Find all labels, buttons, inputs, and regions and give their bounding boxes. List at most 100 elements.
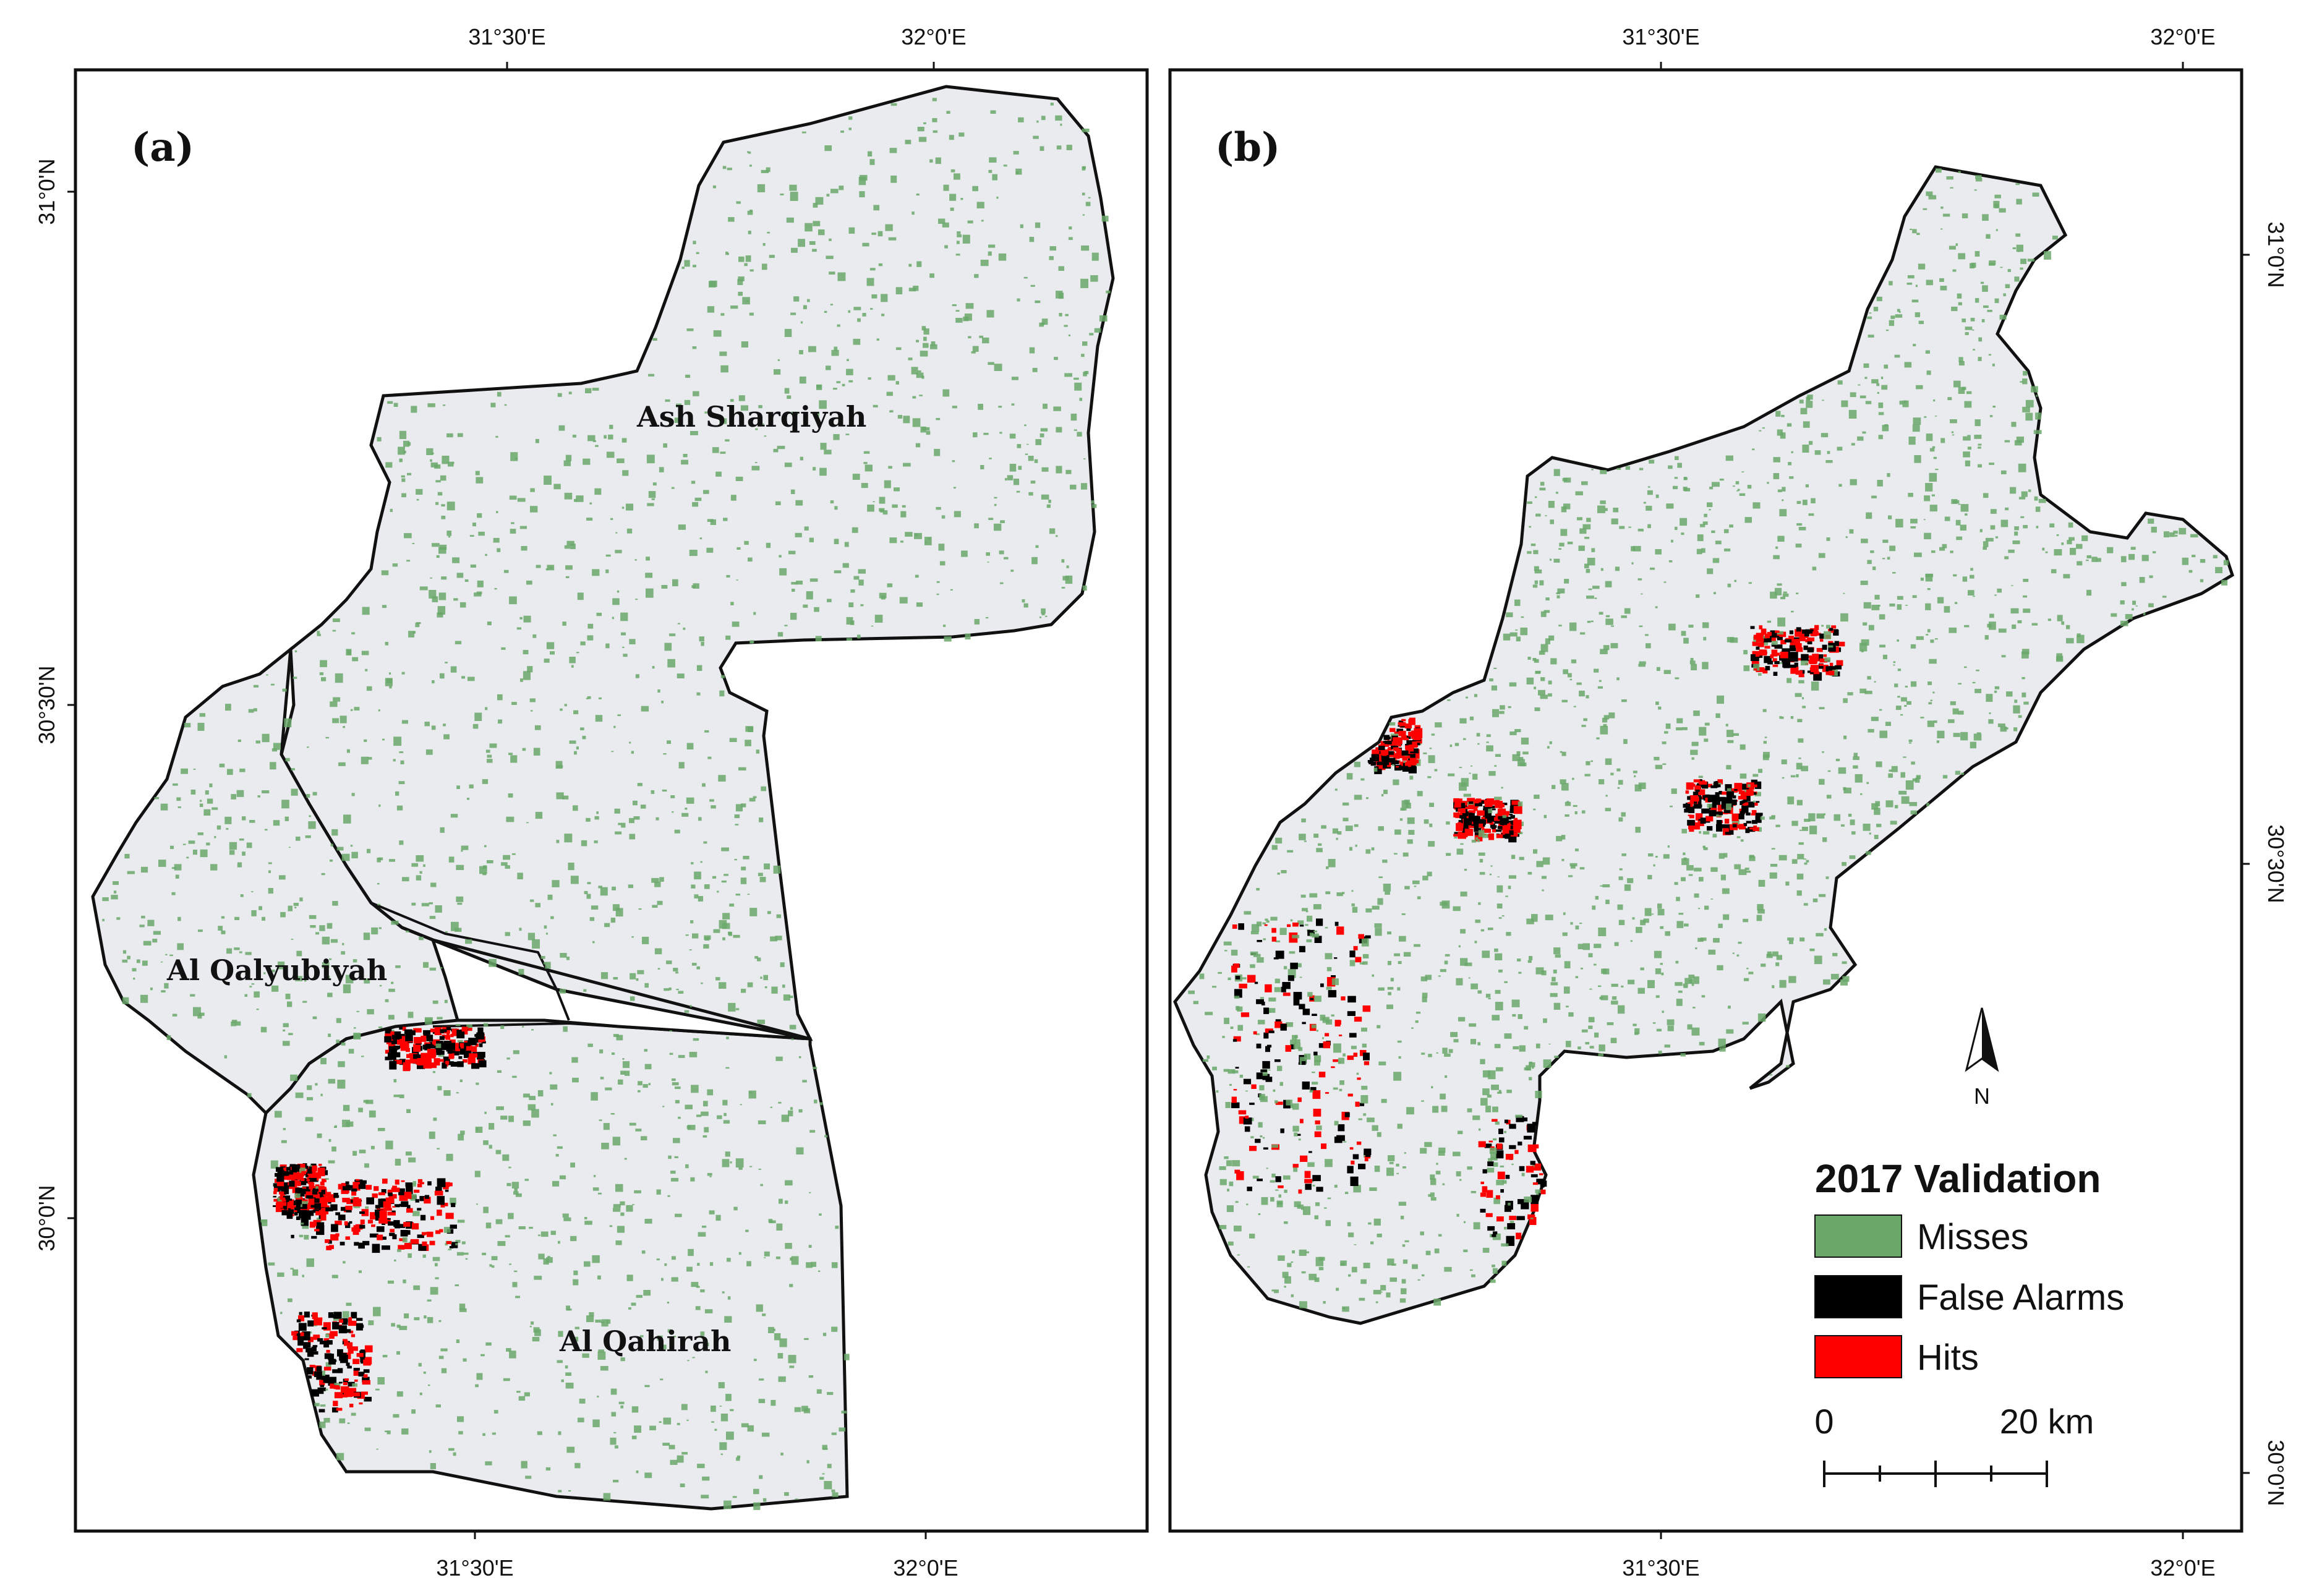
classification-pixel: [2016, 437, 2024, 443]
classification-pixel: [574, 1326, 579, 1329]
classification-pixel: [429, 902, 433, 905]
classification-pixel: [366, 1197, 374, 1205]
classification-pixel: [445, 931, 448, 933]
classification-pixel: [1324, 1207, 1327, 1209]
classification-pixel: [1740, 793, 1746, 796]
classification-pixel: [531, 1029, 534, 1031]
classification-pixel: [335, 673, 343, 683]
classification-pixel: [273, 820, 280, 826]
classification-pixel: [396, 1039, 403, 1045]
classification-pixel: [609, 1225, 613, 1227]
classification-pixel: [681, 1452, 688, 1455]
classification-pixel: [1745, 870, 1751, 873]
classification-pixel: [1702, 521, 1708, 525]
classification-pixel: [961, 550, 968, 557]
classification-pixel: [425, 749, 433, 755]
classification-pixel: [1889, 769, 1892, 772]
classification-pixel: [1291, 1294, 1294, 1297]
classification-pixel: [1634, 775, 1636, 777]
classification-pixel: [753, 1488, 759, 1495]
classification-pixel: [626, 503, 634, 511]
classification-pixel: [1704, 905, 1709, 910]
classification-pixel: [1824, 657, 1831, 662]
classification-pixel: [417, 1179, 423, 1184]
classification-pixel: [2017, 620, 2022, 623]
classification-pixel: [379, 1211, 387, 1219]
classification-pixel: [994, 497, 997, 499]
classification-pixel: [1654, 756, 1660, 761]
classification-pixel: [347, 1422, 350, 1424]
classification-pixel: [1258, 1020, 1265, 1025]
classification-pixel: [1573, 804, 1577, 807]
classification-pixel: [659, 1344, 667, 1349]
classification-pixel: [1488, 808, 1493, 814]
classification-pixel: [631, 1302, 636, 1306]
classification-pixel: [1494, 1044, 1501, 1049]
classification-pixel: [1212, 1066, 1217, 1070]
classification-pixel: [296, 950, 302, 957]
classification-pixel: [378, 927, 382, 929]
classification-pixel: [1926, 803, 1929, 806]
classification-pixel: [501, 862, 508, 866]
classification-pixel: [1819, 658, 1827, 663]
classification-pixel: [549, 566, 553, 569]
classification-pixel: [1486, 741, 1489, 743]
classification-pixel: [2018, 497, 2026, 500]
classification-pixel: [1460, 891, 1467, 897]
classification-pixel: [726, 1036, 729, 1039]
classification-pixel: [199, 1012, 205, 1016]
classification-pixel: [2130, 547, 2136, 550]
classification-pixel: [1388, 747, 1392, 749]
classification-pixel: [1262, 1060, 1270, 1069]
classification-pixel: [756, 749, 760, 754]
classification-pixel: [1280, 1128, 1284, 1133]
classification-pixel: [807, 299, 810, 302]
classification-pixel: [1907, 275, 1915, 279]
classification-pixel: [190, 994, 195, 997]
classification-pixel: [287, 1001, 292, 1007]
classification-pixel: [657, 968, 660, 970]
classification-pixel: [318, 1185, 325, 1193]
classification-pixel: [598, 885, 603, 889]
classification-pixel: [378, 1128, 385, 1132]
classification-pixel: [819, 1213, 822, 1216]
classification-pixel: [846, 638, 853, 641]
classification-pixel: [331, 1146, 336, 1152]
classification-pixel: [943, 625, 946, 627]
classification-pixel: [1851, 831, 1856, 835]
classification-pixel: [1491, 825, 1496, 829]
classification-pixel: [1422, 996, 1427, 1002]
classification-pixel: [758, 1120, 766, 1125]
classification-pixel: [669, 633, 676, 636]
classification-pixel: [1029, 347, 1035, 354]
classification-pixel: [280, 1312, 283, 1314]
classification-pixel: [299, 1312, 302, 1315]
classification-pixel: [730, 399, 734, 402]
classification-pixel: [348, 1347, 354, 1354]
classification-pixel: [1791, 859, 1798, 864]
classification-pixel: [393, 1220, 400, 1227]
classification-pixel: [1291, 1261, 1294, 1263]
classification-pixel: [1788, 462, 1791, 466]
classification-pixel: [1382, 860, 1388, 863]
classification-pixel: [1363, 1263, 1370, 1268]
classification-pixel: [1931, 550, 1936, 553]
classification-pixel: [382, 1236, 386, 1240]
classification-pixel: [1498, 1129, 1503, 1134]
classification-pixel: [1785, 1065, 1790, 1068]
classification-pixel: [2143, 612, 2146, 615]
classification-pixel: [1277, 873, 1280, 875]
classification-pixel: [1628, 526, 1631, 528]
classification-pixel: [2223, 560, 2229, 566]
classification-pixel: [779, 555, 782, 558]
classification-pixel: [704, 937, 710, 941]
classification-pixel: [1591, 548, 1595, 552]
classification-pixel: [571, 1336, 579, 1342]
classification-pixel: [1231, 965, 1237, 973]
classification-pixel: [687, 1360, 689, 1362]
classification-pixel: [674, 417, 681, 423]
classification-pixel: [1976, 669, 1979, 672]
classification-pixel: [268, 862, 272, 864]
classification-pixel: [370, 1146, 375, 1150]
classification-pixel: [307, 1180, 314, 1184]
